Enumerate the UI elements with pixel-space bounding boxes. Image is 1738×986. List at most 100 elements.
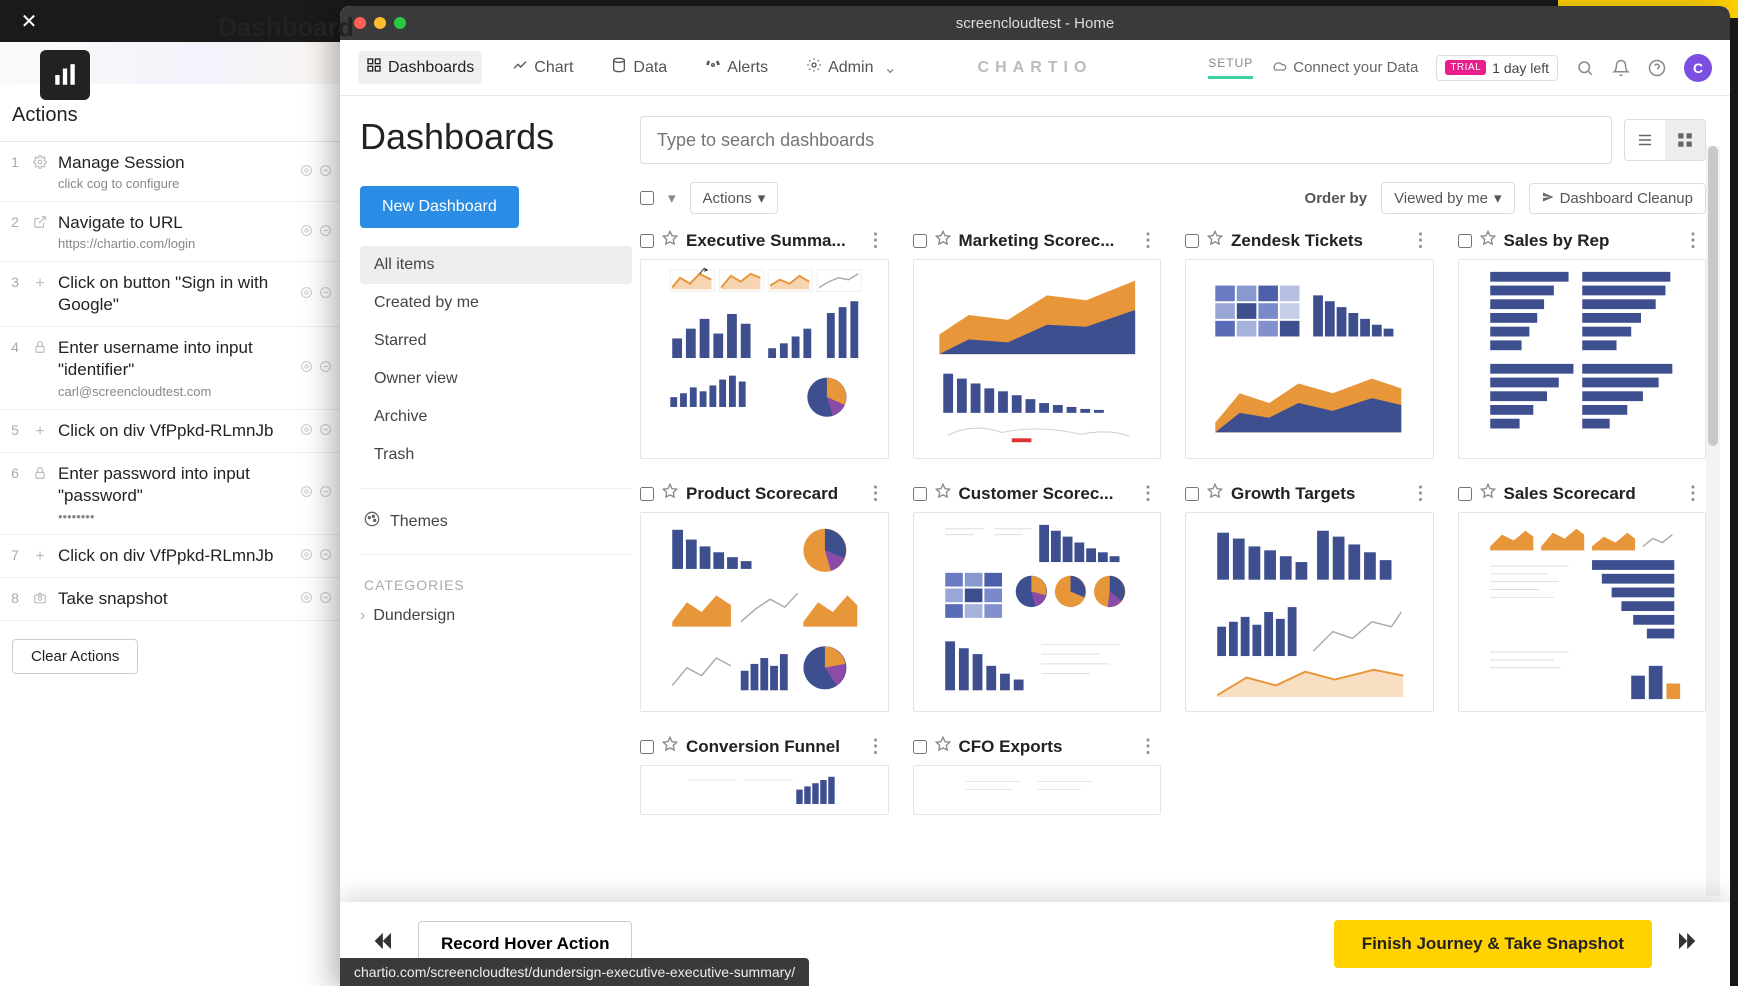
scrollbar[interactable] [1706, 146, 1720, 896]
dashboard-card[interactable]: Growth Targets ⋮ [1185, 483, 1434, 712]
trial-status[interactable]: TRIAL 1 day left [1436, 55, 1558, 81]
gear-icon[interactable] [300, 224, 313, 240]
card-thumb[interactable] [913, 512, 1162, 712]
avatar[interactable]: C [1684, 54, 1712, 82]
search-input[interactable] [640, 116, 1612, 164]
card-menu-icon[interactable]: ⋮ [1135, 483, 1161, 504]
gear-icon[interactable] [300, 164, 313, 180]
card-menu-icon[interactable]: ⋮ [1135, 736, 1161, 757]
star-icon[interactable] [1480, 230, 1496, 251]
themes-link[interactable]: Themes [360, 503, 640, 540]
gear-icon[interactable] [300, 360, 313, 376]
gear-icon[interactable] [300, 485, 313, 501]
card-checkbox[interactable] [1185, 234, 1199, 248]
search-icon[interactable] [1576, 59, 1594, 77]
card-menu-icon[interactable]: ⋮ [863, 230, 889, 251]
filter-trash[interactable]: Trash [360, 436, 632, 474]
remove-icon[interactable] [319, 224, 332, 240]
gear-icon[interactable] [300, 591, 313, 607]
card-menu-icon[interactable]: ⋮ [1408, 230, 1434, 251]
list-view-icon[interactable] [1625, 120, 1665, 160]
card-checkbox[interactable] [913, 740, 927, 754]
bulk-actions-button[interactable]: Actions▾ [690, 182, 779, 214]
card-checkbox[interactable] [1185, 487, 1199, 501]
action-step[interactable]: 4 Enter username into input "identifier"… [0, 327, 340, 409]
dashboard-cleanup-button[interactable]: Dashboard Cleanup [1529, 183, 1706, 214]
card-menu-icon[interactable]: ⋮ [863, 483, 889, 504]
dashboard-card[interactable]: Executive Summa... ⋮ [640, 230, 889, 459]
card-thumb[interactable] [1458, 512, 1707, 712]
nav-data[interactable]: Data [603, 51, 675, 84]
gear-icon[interactable] [300, 548, 313, 564]
card-thumb[interactable] [640, 259, 889, 459]
card-menu-icon[interactable]: ⋮ [1135, 230, 1161, 251]
remove-icon[interactable] [319, 548, 332, 564]
filter-owner-view[interactable]: Owner view [360, 360, 632, 398]
card-thumb[interactable] [640, 765, 889, 815]
star-icon[interactable] [662, 483, 678, 504]
card-checkbox[interactable] [913, 487, 927, 501]
dashboard-card[interactable]: Sales by Rep ⋮ [1458, 230, 1707, 459]
dashboard-card[interactable]: CFO Exports ⋮ [913, 736, 1162, 815]
remove-icon[interactable] [319, 164, 332, 180]
card-checkbox[interactable] [640, 740, 654, 754]
dashboard-card[interactable]: Marketing Scorec... ⋮ [913, 230, 1162, 459]
star-icon[interactable] [935, 736, 951, 757]
card-menu-icon[interactable]: ⋮ [1408, 483, 1434, 504]
filter-archive[interactable]: Archive [360, 398, 632, 436]
card-menu-icon[interactable]: ⋮ [1680, 483, 1706, 504]
dashboard-card[interactable]: Sales Scorecard ⋮ [1458, 483, 1707, 712]
star-icon[interactable] [1207, 483, 1223, 504]
dashboard-card[interactable]: Conversion Funnel ⋮ [640, 736, 889, 815]
card-thumb[interactable] [640, 512, 889, 712]
action-step[interactable]: 5 + Click on div VfPpkd-RLmnJb [0, 410, 340, 453]
forward-icon[interactable] [1672, 927, 1700, 962]
scrollbar-thumb[interactable] [1708, 146, 1718, 446]
star-icon[interactable] [1207, 230, 1223, 251]
nav-alerts[interactable]: Alerts [697, 51, 776, 84]
star-icon[interactable] [935, 230, 951, 251]
nav-admin[interactable]: Admin⌄ [798, 51, 905, 84]
finish-snapshot-button[interactable]: Finish Journey & Take Snapshot [1334, 920, 1652, 968]
help-icon[interactable] [1648, 59, 1666, 77]
star-icon[interactable] [935, 483, 951, 504]
card-menu-icon[interactable]: ⋮ [1680, 230, 1706, 251]
star-icon[interactable] [662, 736, 678, 757]
card-checkbox[interactable] [640, 234, 654, 248]
action-step[interactable]: 3 + Click on button "Sign in with Google… [0, 262, 340, 327]
card-thumb[interactable] [913, 259, 1162, 459]
new-dashboard-button[interactable]: New Dashboard [360, 186, 519, 228]
close-icon[interactable]: ✕ [0, 0, 58, 42]
rewind-icon[interactable] [370, 927, 398, 962]
action-step[interactable]: 6 Enter password into input "password" •… [0, 453, 340, 535]
dashboard-card[interactable]: Customer Scorec... ⋮ [913, 483, 1162, 712]
action-step[interactable]: 7 + Click on div VfPpkd-RLmnJb [0, 535, 340, 578]
remove-icon[interactable] [319, 360, 332, 376]
action-step[interactable]: 2 Navigate to URL https://chartio.com/lo… [0, 202, 340, 262]
gear-icon[interactable] [300, 423, 313, 439]
select-all-checkbox[interactable] [640, 191, 654, 205]
filter-created-by-me[interactable]: Created by me [360, 284, 632, 322]
card-thumb[interactable] [913, 765, 1162, 815]
bell-icon[interactable] [1612, 59, 1630, 77]
action-step[interactable]: 8 Take snapshot [0, 578, 340, 621]
nav-chart[interactable]: Chart [504, 51, 581, 84]
filter-all-items[interactable]: All items [360, 246, 632, 284]
dashboard-card[interactable]: Zendesk Tickets ⋮ [1185, 230, 1434, 459]
orderby-select[interactable]: Viewed by me▾ [1381, 182, 1514, 214]
dashboard-card[interactable]: Product Scorecard ⋮ [640, 483, 889, 712]
star-icon[interactable] [1480, 483, 1496, 504]
connect-data-link[interactable]: Connect your Data [1271, 58, 1418, 78]
remove-icon[interactable] [319, 591, 332, 607]
card-menu-icon[interactable]: ⋮ [863, 736, 889, 757]
card-thumb[interactable] [1185, 512, 1434, 712]
card-checkbox[interactable] [640, 487, 654, 501]
star-icon[interactable] [662, 230, 678, 251]
remove-icon[interactable] [319, 286, 332, 302]
remove-icon[interactable] [319, 485, 332, 501]
remove-icon[interactable] [319, 423, 332, 439]
card-checkbox[interactable] [1458, 234, 1472, 248]
card-checkbox[interactable] [913, 234, 927, 248]
select-all-caret-icon[interactable]: ▾ [668, 189, 676, 207]
category-item[interactable]: ›Dundersign [360, 601, 640, 631]
